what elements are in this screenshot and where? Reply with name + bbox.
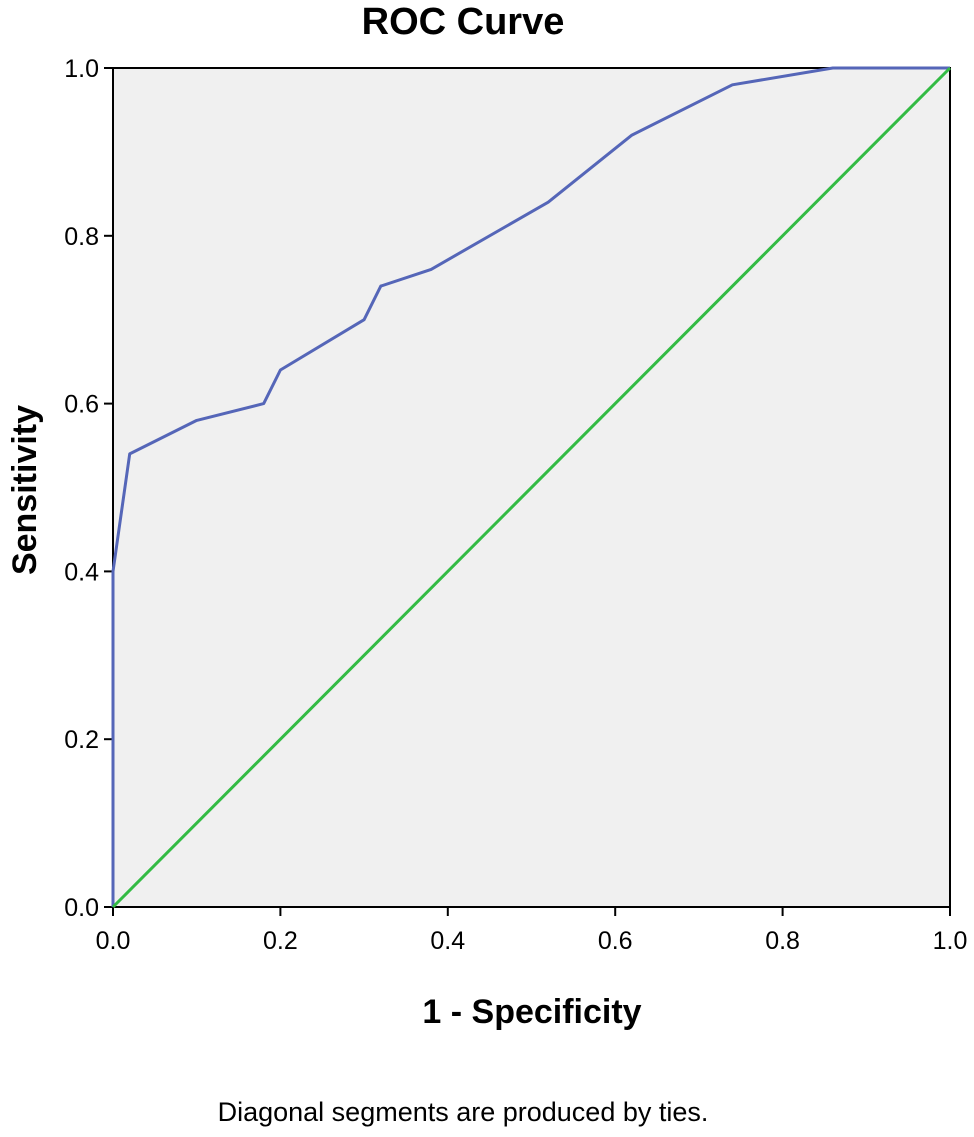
y-axis-ticks: 0.0 0.2 0.4 0.6 0.8 1.0: [64, 55, 113, 922]
y-tick-label: 0.4: [64, 558, 99, 586]
roc-curve-line: [111, 66, 950, 907]
reference-diagonal-line: [111, 66, 952, 909]
y-tick-label: 0.8: [64, 223, 99, 251]
y-tick-label: 0.0: [64, 894, 99, 922]
x-axis-label: 1 - Specificity: [422, 993, 641, 1031]
series-layer: [111, 66, 952, 909]
footnote: Diagonal segments are produced by ties.: [218, 1097, 709, 1127]
y-tick-label: 0.6: [64, 391, 99, 419]
x-tick-label: 0.4: [430, 927, 465, 955]
y-tick-label: 0.2: [64, 726, 99, 754]
x-tick-label: 0.0: [96, 927, 131, 955]
y-tick-label: 1.0: [64, 55, 99, 83]
x-axis-ticks: 0.0 0.2 0.4 0.6 0.8 1.0: [96, 907, 968, 955]
x-tick-label: 1.0: [933, 927, 968, 955]
x-tick-label: 0.8: [765, 927, 800, 955]
chart-title: ROC Curve: [362, 1, 565, 43]
x-tick-label: 0.6: [598, 927, 633, 955]
x-tick-label: 0.2: [263, 927, 298, 955]
y-axis-label: Sensitivity: [6, 405, 44, 575]
